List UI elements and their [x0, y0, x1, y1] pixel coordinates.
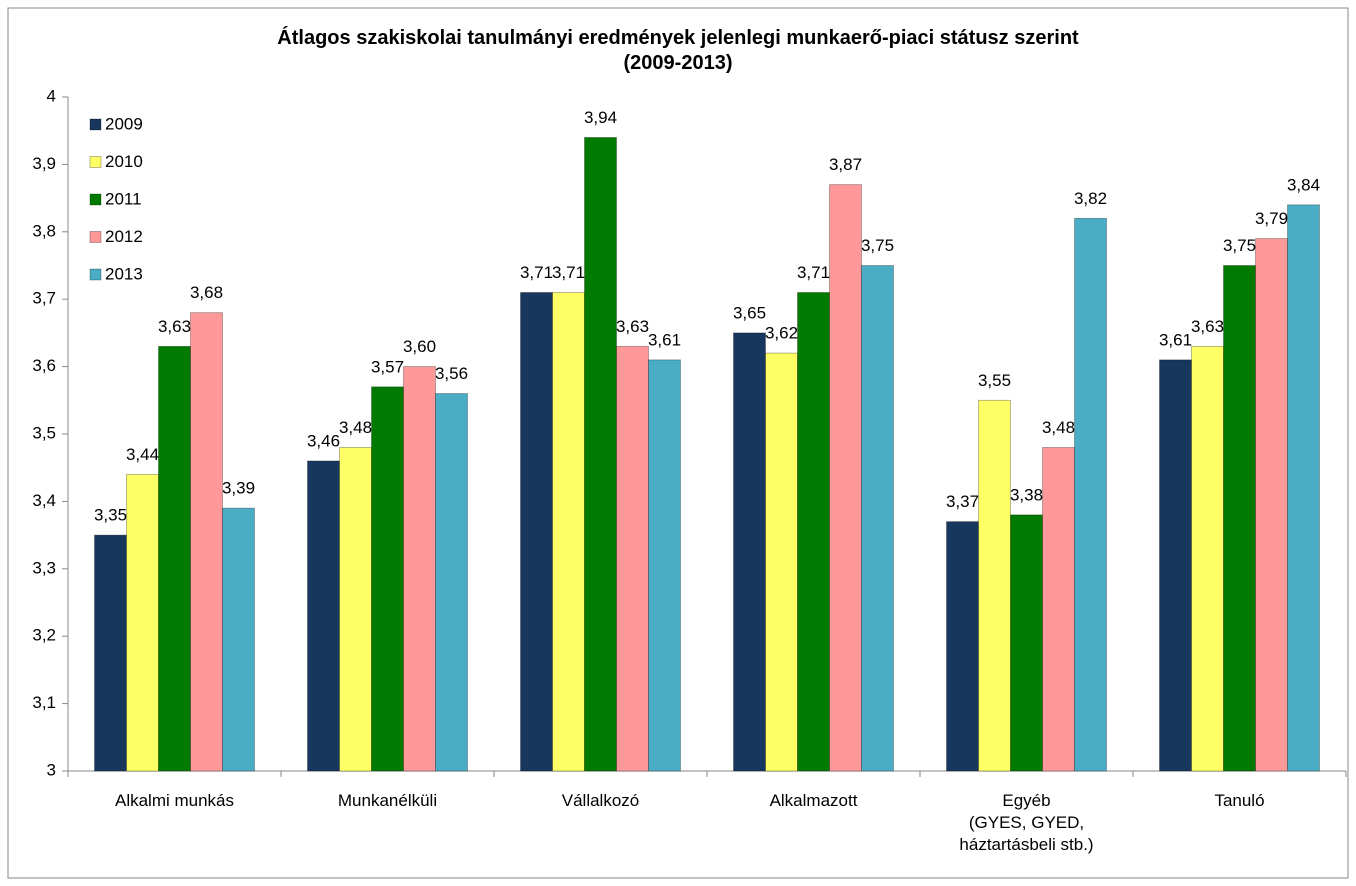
legend-label: 2009	[105, 114, 143, 133]
value-label: 3,82	[1074, 189, 1107, 208]
value-label: 3,60	[403, 337, 436, 356]
bar	[403, 366, 436, 772]
bar	[946, 521, 979, 772]
value-label: 3,75	[1223, 236, 1256, 255]
x-tick-label: Vállalkozó	[561, 791, 640, 810]
y-tick-label: 3,3	[32, 558, 56, 577]
legend-swatch	[89, 231, 102, 243]
value-label: 3,46	[307, 431, 340, 450]
value-label: 3,71	[520, 263, 553, 282]
x-tick-label: Tanuló	[1214, 791, 1265, 810]
bar	[94, 534, 127, 772]
value-label: 3,44	[126, 445, 159, 464]
value-label: 3,71	[797, 263, 830, 282]
x-tick-label: Alkalmazott	[769, 791, 858, 810]
y-tick-label: 3,6	[32, 356, 56, 375]
bar	[520, 292, 553, 772]
value-label: 3,94	[584, 108, 617, 127]
value-label: 3,38	[1010, 485, 1043, 504]
bar	[797, 292, 830, 772]
bar	[733, 332, 766, 772]
value-label: 3,79	[1255, 209, 1288, 228]
x-tick-label: Egyéb (GYES, GYED, háztartásbeli stb.)	[959, 791, 1094, 854]
bar	[1255, 238, 1288, 772]
value-label: 3,65	[733, 303, 766, 322]
legend-label: 2013	[105, 264, 143, 283]
value-label: 3,87	[829, 155, 862, 174]
legend-label: 2011	[105, 189, 142, 208]
bar	[1042, 447, 1075, 772]
value-label: 3,71	[552, 263, 585, 282]
value-label: 3,68	[190, 283, 223, 302]
bar	[371, 386, 404, 772]
value-label: 3,75	[861, 236, 894, 255]
bar	[1191, 345, 1224, 772]
bar	[1159, 359, 1192, 772]
value-label: 3,61	[648, 330, 681, 349]
value-label: 3,63	[158, 317, 191, 336]
value-label: 3,35	[94, 506, 127, 525]
bar	[1287, 204, 1320, 772]
value-label: 3,55	[978, 371, 1011, 390]
bar	[190, 312, 223, 772]
value-label: 3,63	[616, 317, 649, 336]
legend-swatch	[89, 268, 102, 281]
y-tick-label: 3,8	[32, 221, 56, 240]
bar	[861, 265, 894, 772]
bar	[616, 345, 649, 772]
y-tick-label: 3,9	[32, 154, 56, 173]
y-tick-label: 3,5	[32, 423, 56, 442]
value-label: 3,48	[1042, 418, 1075, 437]
value-label: 3,56	[435, 364, 468, 383]
bar	[126, 474, 159, 772]
y-tick-label: 3,2	[32, 626, 56, 645]
bar	[307, 460, 340, 772]
bar	[584, 137, 617, 772]
bar	[158, 345, 191, 772]
y-tick-label: 4	[47, 86, 56, 105]
bar	[1010, 514, 1043, 772]
bar	[978, 399, 1011, 772]
value-label: 3,37	[946, 492, 979, 511]
bar	[1223, 265, 1256, 772]
bar	[648, 359, 681, 772]
value-label: 3,39	[222, 479, 255, 498]
value-label: 3,61	[1159, 330, 1192, 349]
chart-title: Átlagos szakiskolai tanulmányi eredménye…	[277, 27, 1079, 74]
legend-swatch	[89, 118, 102, 131]
y-tick-label: 3,4	[32, 491, 56, 510]
x-tick-label: Munkanélküli	[337, 791, 438, 810]
bar	[1074, 217, 1107, 772]
bar	[222, 507, 255, 772]
bar	[829, 184, 862, 772]
value-label: 3,57	[371, 357, 404, 376]
value-label: 3,84	[1287, 175, 1320, 194]
legend-swatch	[89, 156, 102, 168]
value-label: 3,63	[1191, 317, 1224, 336]
bar	[552, 292, 585, 772]
value-label: 3,62	[765, 324, 798, 343]
legend-label: 2010	[105, 152, 143, 171]
y-tick-label: 3,1	[32, 693, 56, 712]
value-label: 3,48	[339, 418, 372, 437]
bar	[765, 352, 798, 772]
legend-swatch	[89, 193, 102, 206]
y-tick-label: 3	[47, 760, 56, 779]
bar	[435, 393, 468, 772]
bar	[339, 447, 372, 772]
x-tick-label: Alkalmi munkás	[114, 791, 235, 810]
legend-label: 2012	[105, 227, 143, 246]
y-tick-label: 3,7	[32, 289, 56, 308]
